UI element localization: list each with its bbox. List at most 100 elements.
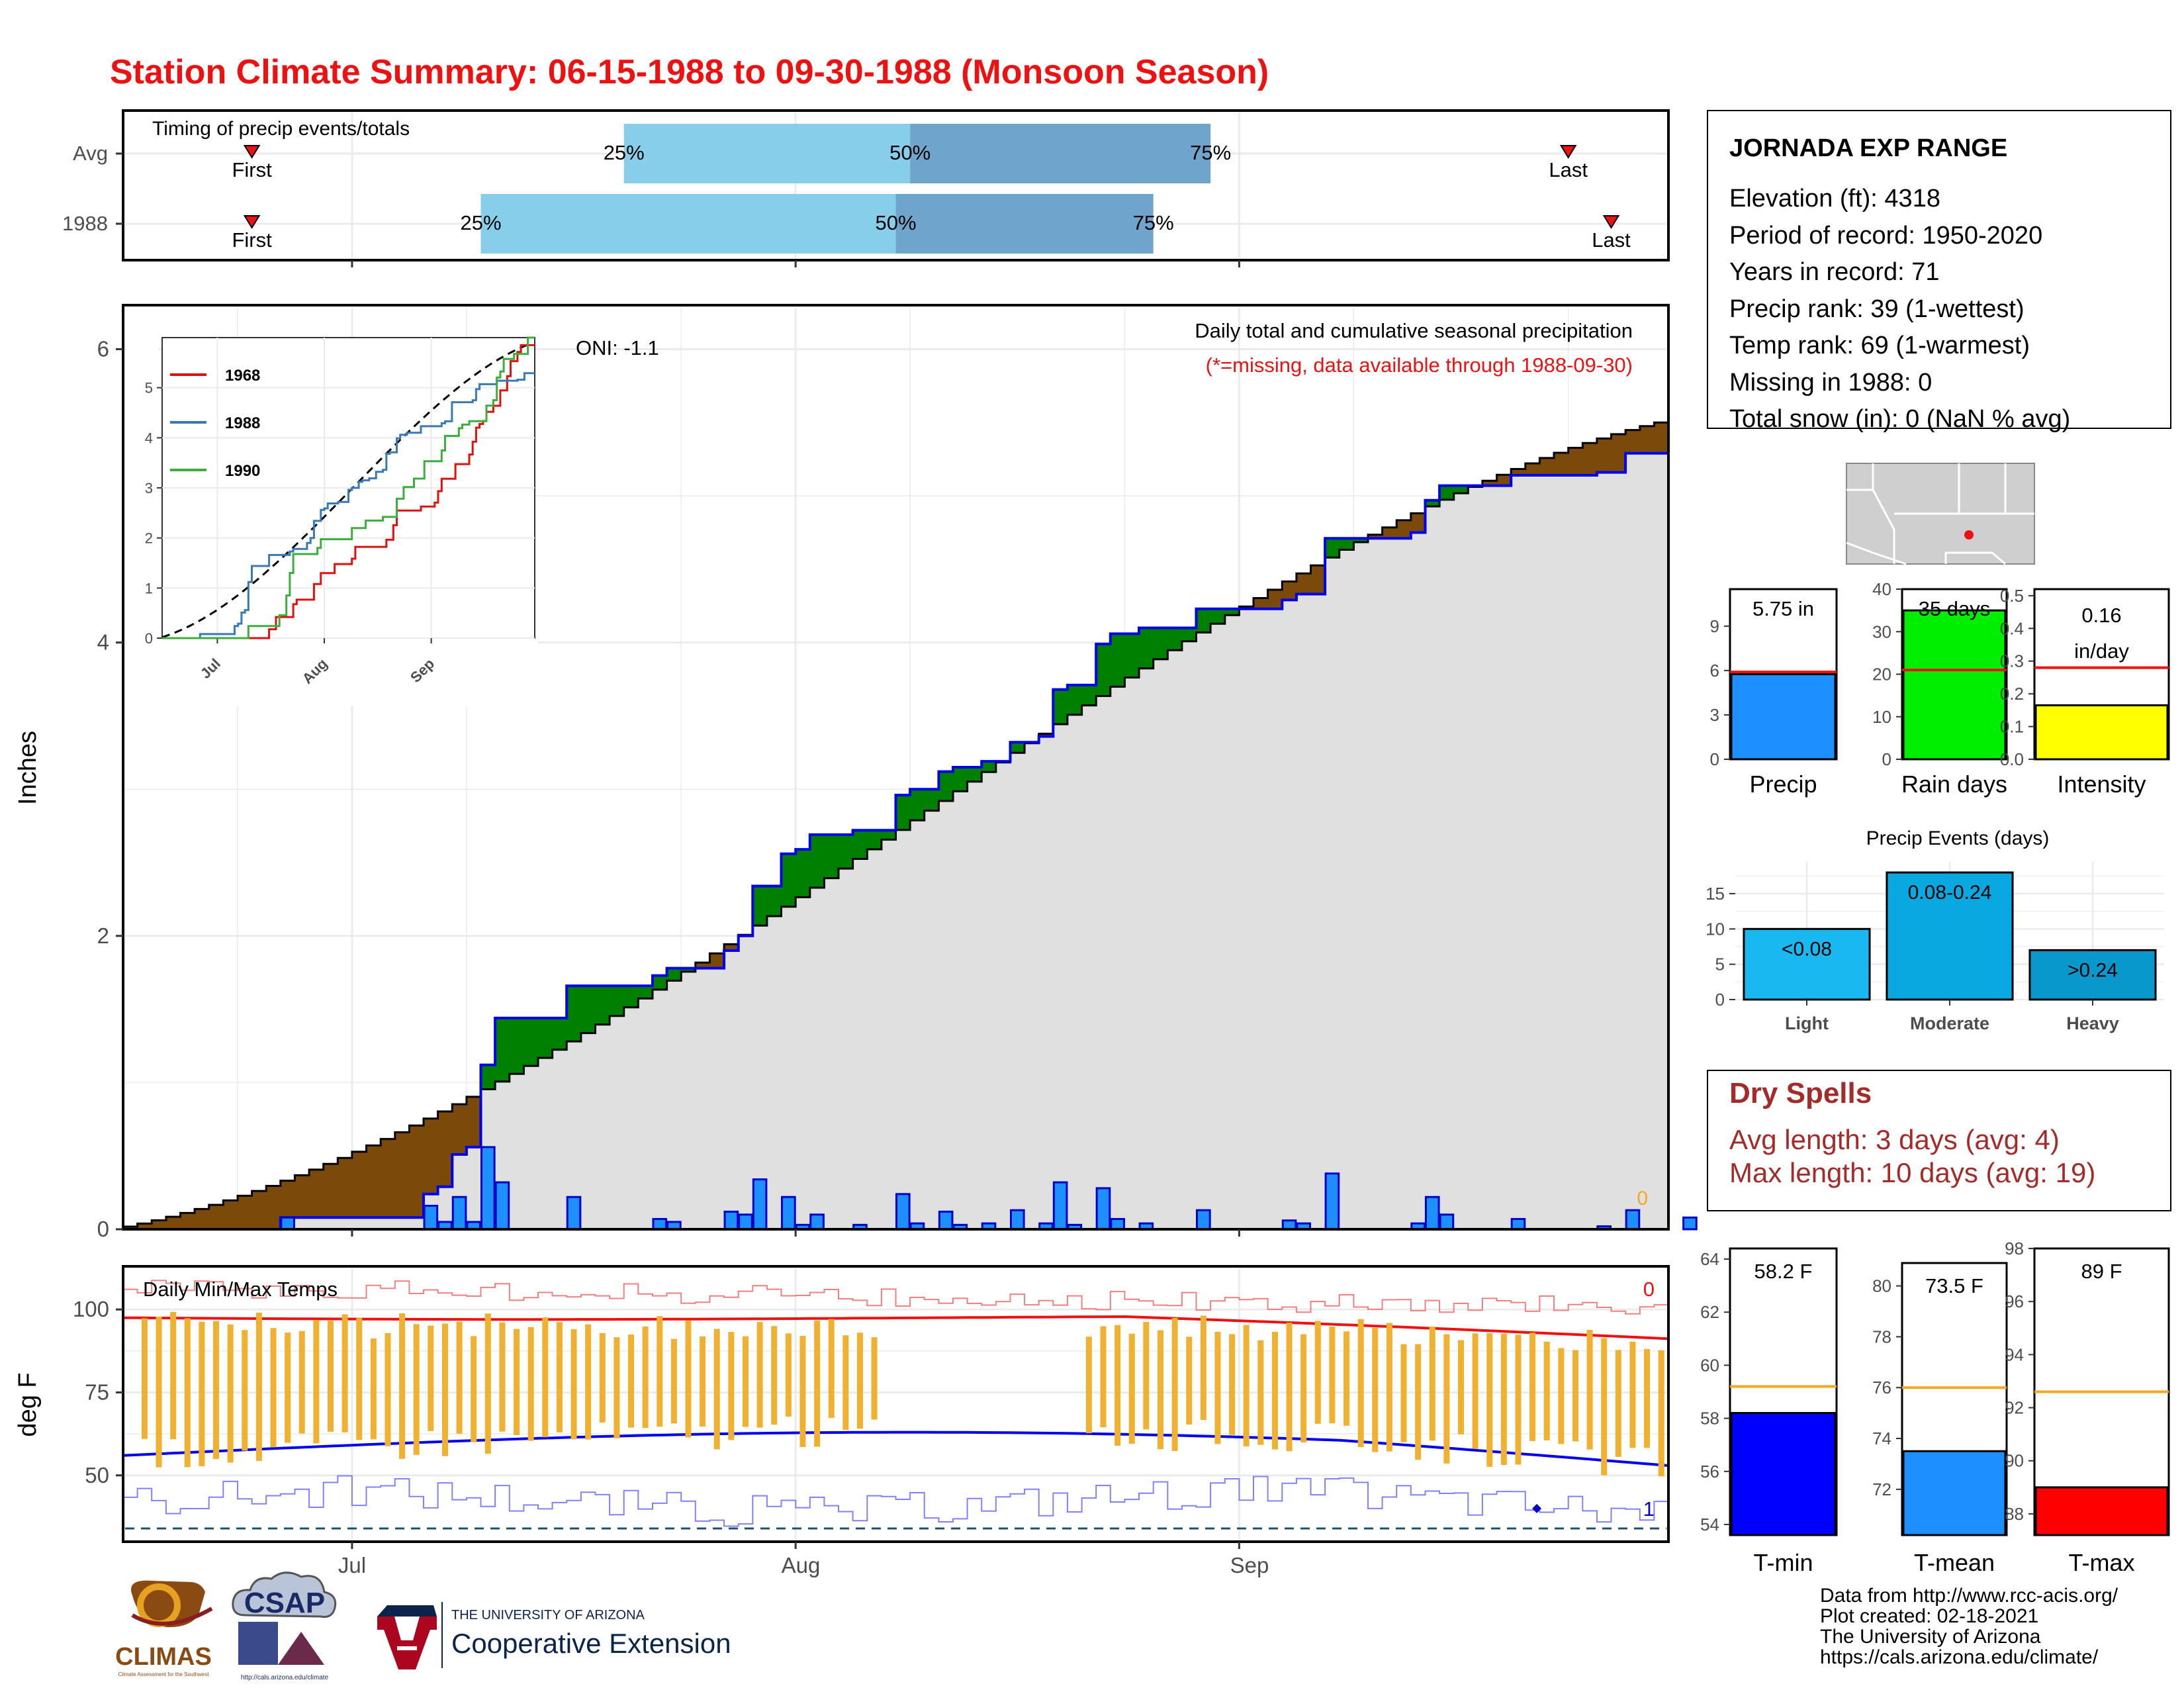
daily-precip-bar	[1052, 1181, 1068, 1231]
temp-summary-tick-label: 78	[1872, 1327, 1891, 1346]
deficit-area	[1625, 430, 1641, 453]
deficit-area	[338, 1158, 353, 1218]
surplus-area	[924, 789, 939, 811]
x-tick-jul: Jul	[338, 1553, 366, 1577]
timing-p25-label: 25%	[604, 141, 645, 164]
deficit-area	[466, 1096, 482, 1147]
observed-cumulative-line	[123, 451, 1668, 1231]
summary-tick-label: 0.0	[2000, 749, 2024, 769]
temp-summary-2-label: T-max	[2068, 1549, 2134, 1576]
station-info: JORNADA EXP RANGE Elevation (ft): 4318 P…	[1707, 110, 2171, 433]
events-ytick-label: 5	[1715, 955, 1725, 974]
temp-yticks: 50 75 100	[73, 1297, 1240, 1549]
deficit-area	[1253, 598, 1269, 609]
inset-series-line-1990	[162, 336, 535, 639]
inset-ytick-label: 3	[145, 480, 153, 496]
inset-ytick-label: 4	[145, 430, 153, 446]
temp-background	[123, 1266, 1668, 1542]
inset-legend-label: 1988	[225, 414, 260, 432]
surplus-area	[752, 886, 768, 926]
daily-precip-bar	[723, 1210, 739, 1231]
timing-label: Timing of precip events/totals	[152, 118, 410, 140]
timing-first-label: First	[232, 228, 272, 252]
record-max-line	[123, 1280, 1668, 1315]
precip-missing-note: (*=missing, data available through 1988-…	[1206, 353, 1633, 377]
temp-summary-tick-label: 92	[2005, 1398, 2024, 1418]
precip-ytick-label: 2	[97, 923, 109, 948]
locator-map	[1846, 463, 2035, 565]
temp-plot	[122, 1280, 1669, 1530]
precip-ytick-label: 6	[97, 336, 109, 361]
station-missing: Missing in 1988: 0	[1729, 369, 1932, 397]
daily-precip-bar	[1324, 1172, 1340, 1231]
surplus-area	[1181, 628, 1197, 641]
inset-legend-label: 1990	[225, 462, 260, 480]
surplus-area	[967, 767, 982, 782]
x-tick-sep: Sep	[1230, 1553, 1269, 1577]
temp-summary-tick-label: 64	[1700, 1249, 1719, 1269]
timing-p50-label: 50%	[875, 211, 916, 234]
precip-events-title: Precip Events (days)	[1866, 827, 2050, 849]
daily-precip-bar	[1196, 1209, 1211, 1231]
inset-ytick-label: 1	[145, 580, 153, 596]
events-bar-label: <0.08	[1782, 938, 1832, 960]
dry-spells-avg: Avg length: 3 days (avg: 4)	[1729, 1124, 2060, 1155]
deficit-area	[152, 1220, 167, 1229]
daily-precip-bar	[1625, 1209, 1641, 1231]
deficit-area	[1482, 481, 1498, 486]
station-name: JORNADA EXP RANGE	[1729, 134, 2007, 162]
deficit-area	[1367, 534, 1383, 539]
deficit-area	[237, 1196, 253, 1229]
deficit-area	[1496, 475, 1512, 486]
deficit-area	[724, 944, 739, 951]
surplus-area	[1167, 628, 1183, 651]
surplus-area	[1010, 742, 1025, 753]
climas-subtext: Climate Assessment for the Southwest	[118, 1671, 210, 1677]
temp-summary-tick-label: 88	[2005, 1504, 2024, 1524]
surplus-area	[610, 986, 625, 1016]
avg-cumulative-line	[123, 421, 1668, 1228]
surplus-area	[1425, 500, 1440, 507]
summary-tick-label: 0.5	[2000, 586, 2024, 606]
summary-tick-label: 0	[1882, 749, 1891, 769]
surplus-area	[638, 986, 653, 999]
surplus-area	[852, 830, 868, 859]
precip-ytick-label: 0	[97, 1217, 109, 1241]
summary-2-label: Intensity	[2057, 771, 2146, 798]
precip-subtitle: Daily total and cumulative seasonal prec…	[1195, 319, 1633, 342]
events-bar-heavy	[2028, 949, 2157, 1001]
temp-summary-tick-label: 76	[1872, 1378, 1891, 1397]
temp-grid	[125, 1268, 1666, 1540]
timing-q1-bar	[623, 124, 911, 183]
daily-precip-bar	[1510, 1217, 1526, 1231]
record-min-line	[123, 1475, 1668, 1527]
surplus-area	[895, 795, 911, 830]
temp-min-note: 1	[1643, 1497, 1655, 1521]
dry-spells-max: Max length: 10 days (avg: 19)	[1729, 1157, 2095, 1188]
inset-ytick-label: 5	[145, 380, 153, 397]
deficit-area	[1582, 443, 1598, 476]
summary-tick-label: 30	[1872, 622, 1891, 641]
inset-ytick-label: 0	[145, 630, 153, 647]
precip-frame	[122, 304, 1670, 1231]
temp-summary-2-value-bar	[2034, 1486, 2169, 1536]
temp-summary-1-value-bar	[1902, 1450, 2007, 1536]
deficit-area	[1525, 463, 1541, 476]
deficit-area	[280, 1180, 296, 1218]
timing-p25-label: 25%	[460, 211, 501, 234]
deficit-area	[709, 953, 725, 968]
deficit-area	[1539, 457, 1555, 476]
deficit-area	[424, 1118, 439, 1194]
surplus-area	[809, 834, 825, 888]
temp-frame	[122, 1265, 1670, 1543]
footer-line3: The University of Arizona	[1820, 1626, 2041, 1648]
temp-ytick-label: 50	[85, 1463, 109, 1487]
summary-tick-label: 20	[1872, 665, 1891, 684]
summary-tick-label: 3	[1710, 705, 1719, 725]
events-bar-label: 0.08-0.24	[1908, 882, 1992, 904]
summary-2-value-unit: in/day	[2074, 639, 2129, 663]
record-low-marker	[1532, 1503, 1542, 1513]
surplus-area	[480, 1064, 496, 1090]
timing-p75-label: 75%	[1133, 211, 1174, 234]
temp-summary-tick-label: 60	[1700, 1355, 1719, 1375]
